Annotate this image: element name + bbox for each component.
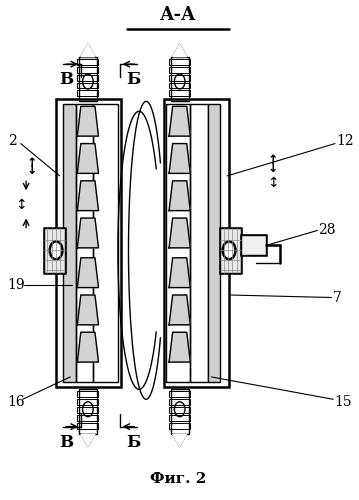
Bar: [169, 66, 190, 72]
Circle shape: [176, 305, 183, 315]
Bar: [77, 82, 98, 88]
Bar: [77, 74, 98, 80]
Circle shape: [84, 191, 92, 200]
Polygon shape: [77, 218, 98, 248]
Bar: [44, 228, 65, 272]
Circle shape: [84, 342, 92, 352]
Bar: [93, 104, 118, 382]
Bar: [169, 90, 190, 96]
Bar: [79, 390, 97, 434]
Bar: [171, 390, 188, 434]
Bar: [169, 74, 190, 80]
Polygon shape: [81, 44, 95, 56]
Circle shape: [84, 305, 92, 315]
Text: 2: 2: [8, 134, 17, 148]
Polygon shape: [173, 434, 187, 446]
Circle shape: [176, 116, 183, 126]
Text: ↓: ↓: [268, 162, 279, 175]
Circle shape: [84, 154, 92, 164]
Text: Б: Б: [127, 434, 141, 451]
Bar: [220, 228, 242, 272]
Circle shape: [176, 154, 183, 164]
Bar: [56, 99, 121, 387]
Bar: [169, 391, 190, 397]
Bar: [77, 391, 98, 397]
Polygon shape: [77, 295, 98, 325]
Circle shape: [176, 228, 183, 238]
Bar: [169, 406, 190, 412]
Polygon shape: [77, 181, 98, 210]
Bar: [165, 104, 190, 382]
Bar: [75, 104, 93, 382]
Bar: [208, 104, 220, 382]
Text: ↕: ↕: [15, 198, 27, 211]
Bar: [171, 56, 188, 102]
Circle shape: [176, 342, 183, 352]
Text: 16: 16: [8, 395, 25, 409]
Bar: [190, 104, 208, 382]
Text: 15: 15: [334, 395, 351, 409]
Text: ↑: ↑: [268, 154, 279, 168]
Text: ↑: ↑: [26, 157, 37, 170]
Bar: [79, 56, 97, 102]
Bar: [242, 236, 266, 256]
Bar: [169, 399, 190, 405]
Bar: [77, 399, 98, 405]
Polygon shape: [81, 434, 95, 446]
Circle shape: [223, 242, 236, 260]
Circle shape: [50, 242, 62, 260]
Text: Б: Б: [127, 70, 141, 88]
Bar: [169, 58, 190, 64]
Bar: [77, 414, 98, 420]
Text: В: В: [60, 70, 74, 88]
Polygon shape: [169, 332, 190, 362]
Bar: [77, 406, 98, 412]
Bar: [63, 104, 75, 382]
Text: ↕: ↕: [267, 176, 279, 190]
Polygon shape: [169, 106, 190, 136]
Polygon shape: [169, 181, 190, 210]
Text: 28: 28: [318, 224, 336, 237]
Polygon shape: [77, 144, 98, 174]
Polygon shape: [169, 218, 190, 248]
Circle shape: [84, 116, 92, 126]
Bar: [169, 422, 190, 428]
Circle shape: [176, 268, 183, 278]
Polygon shape: [77, 106, 98, 136]
Polygon shape: [169, 144, 190, 174]
Bar: [242, 236, 266, 256]
Bar: [77, 66, 98, 72]
Text: 19: 19: [8, 278, 25, 292]
Circle shape: [176, 191, 183, 200]
Text: ↓: ↓: [26, 164, 37, 177]
Polygon shape: [169, 295, 190, 325]
Bar: [44, 228, 65, 272]
Bar: [77, 422, 98, 428]
Polygon shape: [77, 332, 98, 362]
Bar: [164, 99, 229, 387]
Polygon shape: [77, 258, 98, 288]
Bar: [77, 58, 98, 64]
Bar: [169, 414, 190, 420]
Text: 7: 7: [333, 290, 342, 304]
Text: А-А: А-А: [160, 6, 196, 25]
Text: Фиг. 2: Фиг. 2: [150, 472, 206, 486]
Bar: [77, 90, 98, 96]
Bar: [169, 82, 190, 88]
Polygon shape: [169, 258, 190, 288]
Circle shape: [84, 268, 92, 278]
Circle shape: [84, 228, 92, 238]
Bar: [220, 228, 242, 272]
Text: В: В: [60, 434, 74, 451]
Text: 12: 12: [336, 134, 354, 148]
Polygon shape: [173, 44, 187, 56]
